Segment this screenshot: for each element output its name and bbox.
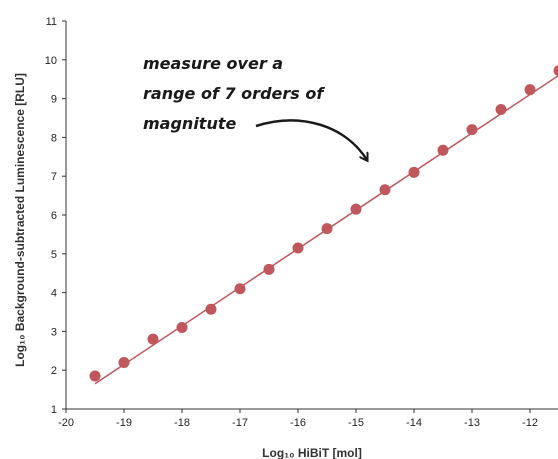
x-tick-label: -16 [290,417,306,429]
y-tick-label: 6 [51,210,57,222]
data-point [495,103,507,115]
data-point [437,144,449,156]
y-ticks: 1 2 3 4 5 6 7 8 9 10 11 [45,16,66,416]
data-point [292,242,304,254]
data-points [89,65,558,382]
y-tick-label: 4 [51,288,57,300]
data-point [321,223,333,235]
x-axis-title: Log₁₀ HiBiT [mol] [262,446,362,459]
axes [65,21,558,410]
y-tick-label: 3 [51,326,57,338]
x-tick-label: -17 [232,417,248,429]
fit-line [94,74,558,385]
x-tick-label: -18 [174,417,190,429]
annotation-line-1: measure over a [143,54,283,73]
data-point [89,370,101,382]
data-point [118,356,130,368]
data-point [553,65,558,77]
y-tick-label: 1 [51,404,57,416]
y-tick-label: 8 [51,132,57,144]
data-point [408,166,420,178]
data-point [524,84,536,96]
annotation-line-3: magnitute [143,114,236,133]
y-tick-label: 10 [45,55,57,67]
annotation-arrow-icon [255,119,367,160]
data-point [263,263,275,275]
data-point [234,283,246,295]
y-tick-label: 7 [51,171,57,183]
data-point [176,322,188,334]
x-tick-label: -13 [464,417,480,429]
x-tick-label: -19 [116,417,132,429]
x-tick-label: -14 [406,417,422,429]
x-tick-label: -15 [348,417,364,429]
x-tick-label: -20 [58,417,74,429]
annotation-line-2: range of 7 orders of [143,84,325,103]
x-tick-label: -12 [522,417,538,429]
data-point [466,124,478,136]
y-axis-title: Log₁₀ Background-subtracted Luminescence… [13,73,27,367]
data-point [350,203,362,215]
y-tick-label: 2 [51,365,57,377]
y-tick-label: 5 [51,249,57,261]
data-point [379,184,391,196]
data-point [147,333,159,345]
x-ticks: -20-19-18-17-16-15-14-13-12-11 [58,409,538,429]
annotation: measure over a range of 7 orders of magn… [143,54,367,160]
y-tick-label: 9 [51,94,57,106]
y-tick-label: 11 [46,16,57,28]
data-point [205,303,217,315]
